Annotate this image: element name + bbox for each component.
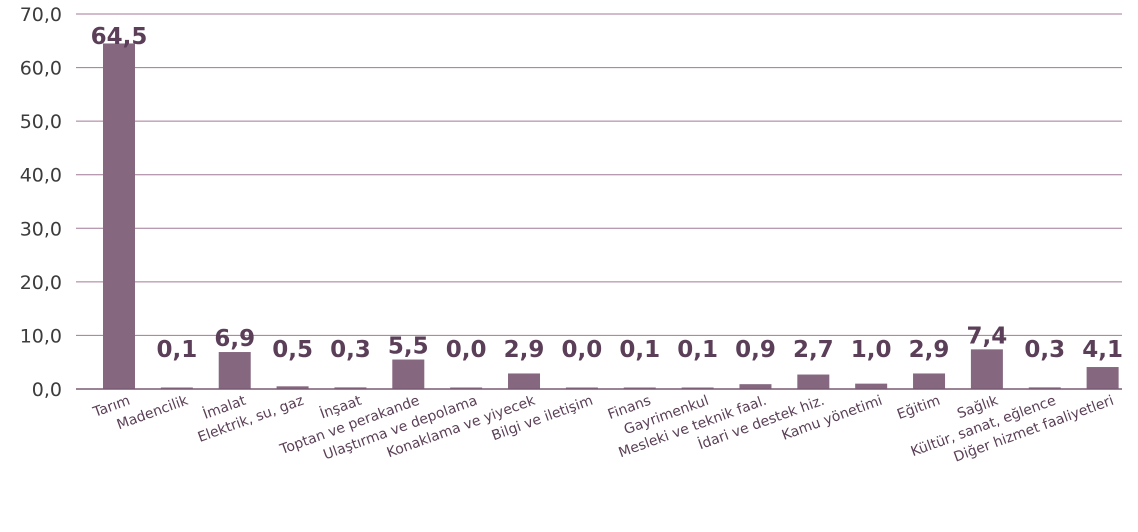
data-label: 0,5 bbox=[272, 337, 313, 363]
data-label: 0,9 bbox=[735, 337, 776, 363]
bar bbox=[970, 349, 1003, 389]
y-axis-ticks: 0,0 10,0 20,0 30,0 40,0 50,0 60,0 70,0 bbox=[20, 4, 62, 401]
data-label: 0,0 bbox=[562, 337, 603, 363]
data-label: 5,5 bbox=[388, 334, 429, 360]
bars bbox=[103, 43, 1119, 389]
y-tick-label: 10,0 bbox=[20, 325, 62, 347]
data-label: 2,9 bbox=[504, 337, 545, 363]
data-label: 6,9 bbox=[214, 326, 255, 352]
bar bbox=[1028, 387, 1061, 389]
y-tick-label: 40,0 bbox=[20, 165, 62, 187]
data-label: 0,1 bbox=[619, 337, 660, 363]
data-label: 0,1 bbox=[677, 337, 718, 363]
bar bbox=[797, 374, 830, 389]
bar bbox=[276, 386, 309, 389]
bar bbox=[508, 373, 541, 389]
data-label: 0,3 bbox=[330, 337, 371, 363]
data-label: 0,0 bbox=[446, 337, 487, 363]
bar bbox=[103, 43, 135, 389]
gridlines bbox=[76, 13, 1122, 336]
bar bbox=[913, 373, 946, 389]
bar bbox=[1086, 367, 1119, 389]
data-label: 0,3 bbox=[1024, 337, 1065, 363]
data-labels: 64,5 0,1 6,9 0,5 0,3 5,5 0,0 2,9 0,0 0,1 0,1 0,9 2,7… bbox=[91, 24, 1123, 363]
data-label: 4,1 bbox=[1082, 337, 1123, 363]
data-label: 64,5 bbox=[91, 24, 148, 50]
data-label: 7,4 bbox=[967, 323, 1008, 349]
data-label: 2,9 bbox=[909, 337, 950, 363]
bar bbox=[392, 359, 425, 389]
bar bbox=[739, 384, 772, 389]
y-tick-label: 70,0 bbox=[20, 4, 62, 26]
x-tick-label: Eğitim bbox=[895, 393, 942, 423]
bar bbox=[334, 387, 367, 389]
y-tick-label: 0,0 bbox=[32, 379, 62, 401]
data-label: 1,0 bbox=[851, 337, 892, 363]
y-tick-label: 30,0 bbox=[20, 218, 62, 240]
data-label: 0,1 bbox=[156, 337, 197, 363]
y-tick-label: 60,0 bbox=[20, 58, 62, 80]
data-label: 2,7 bbox=[793, 337, 834, 363]
bar bbox=[218, 352, 251, 389]
y-tick-label: 20,0 bbox=[20, 272, 62, 294]
bar bbox=[855, 383, 888, 389]
y-tick-label: 50,0 bbox=[20, 111, 62, 133]
